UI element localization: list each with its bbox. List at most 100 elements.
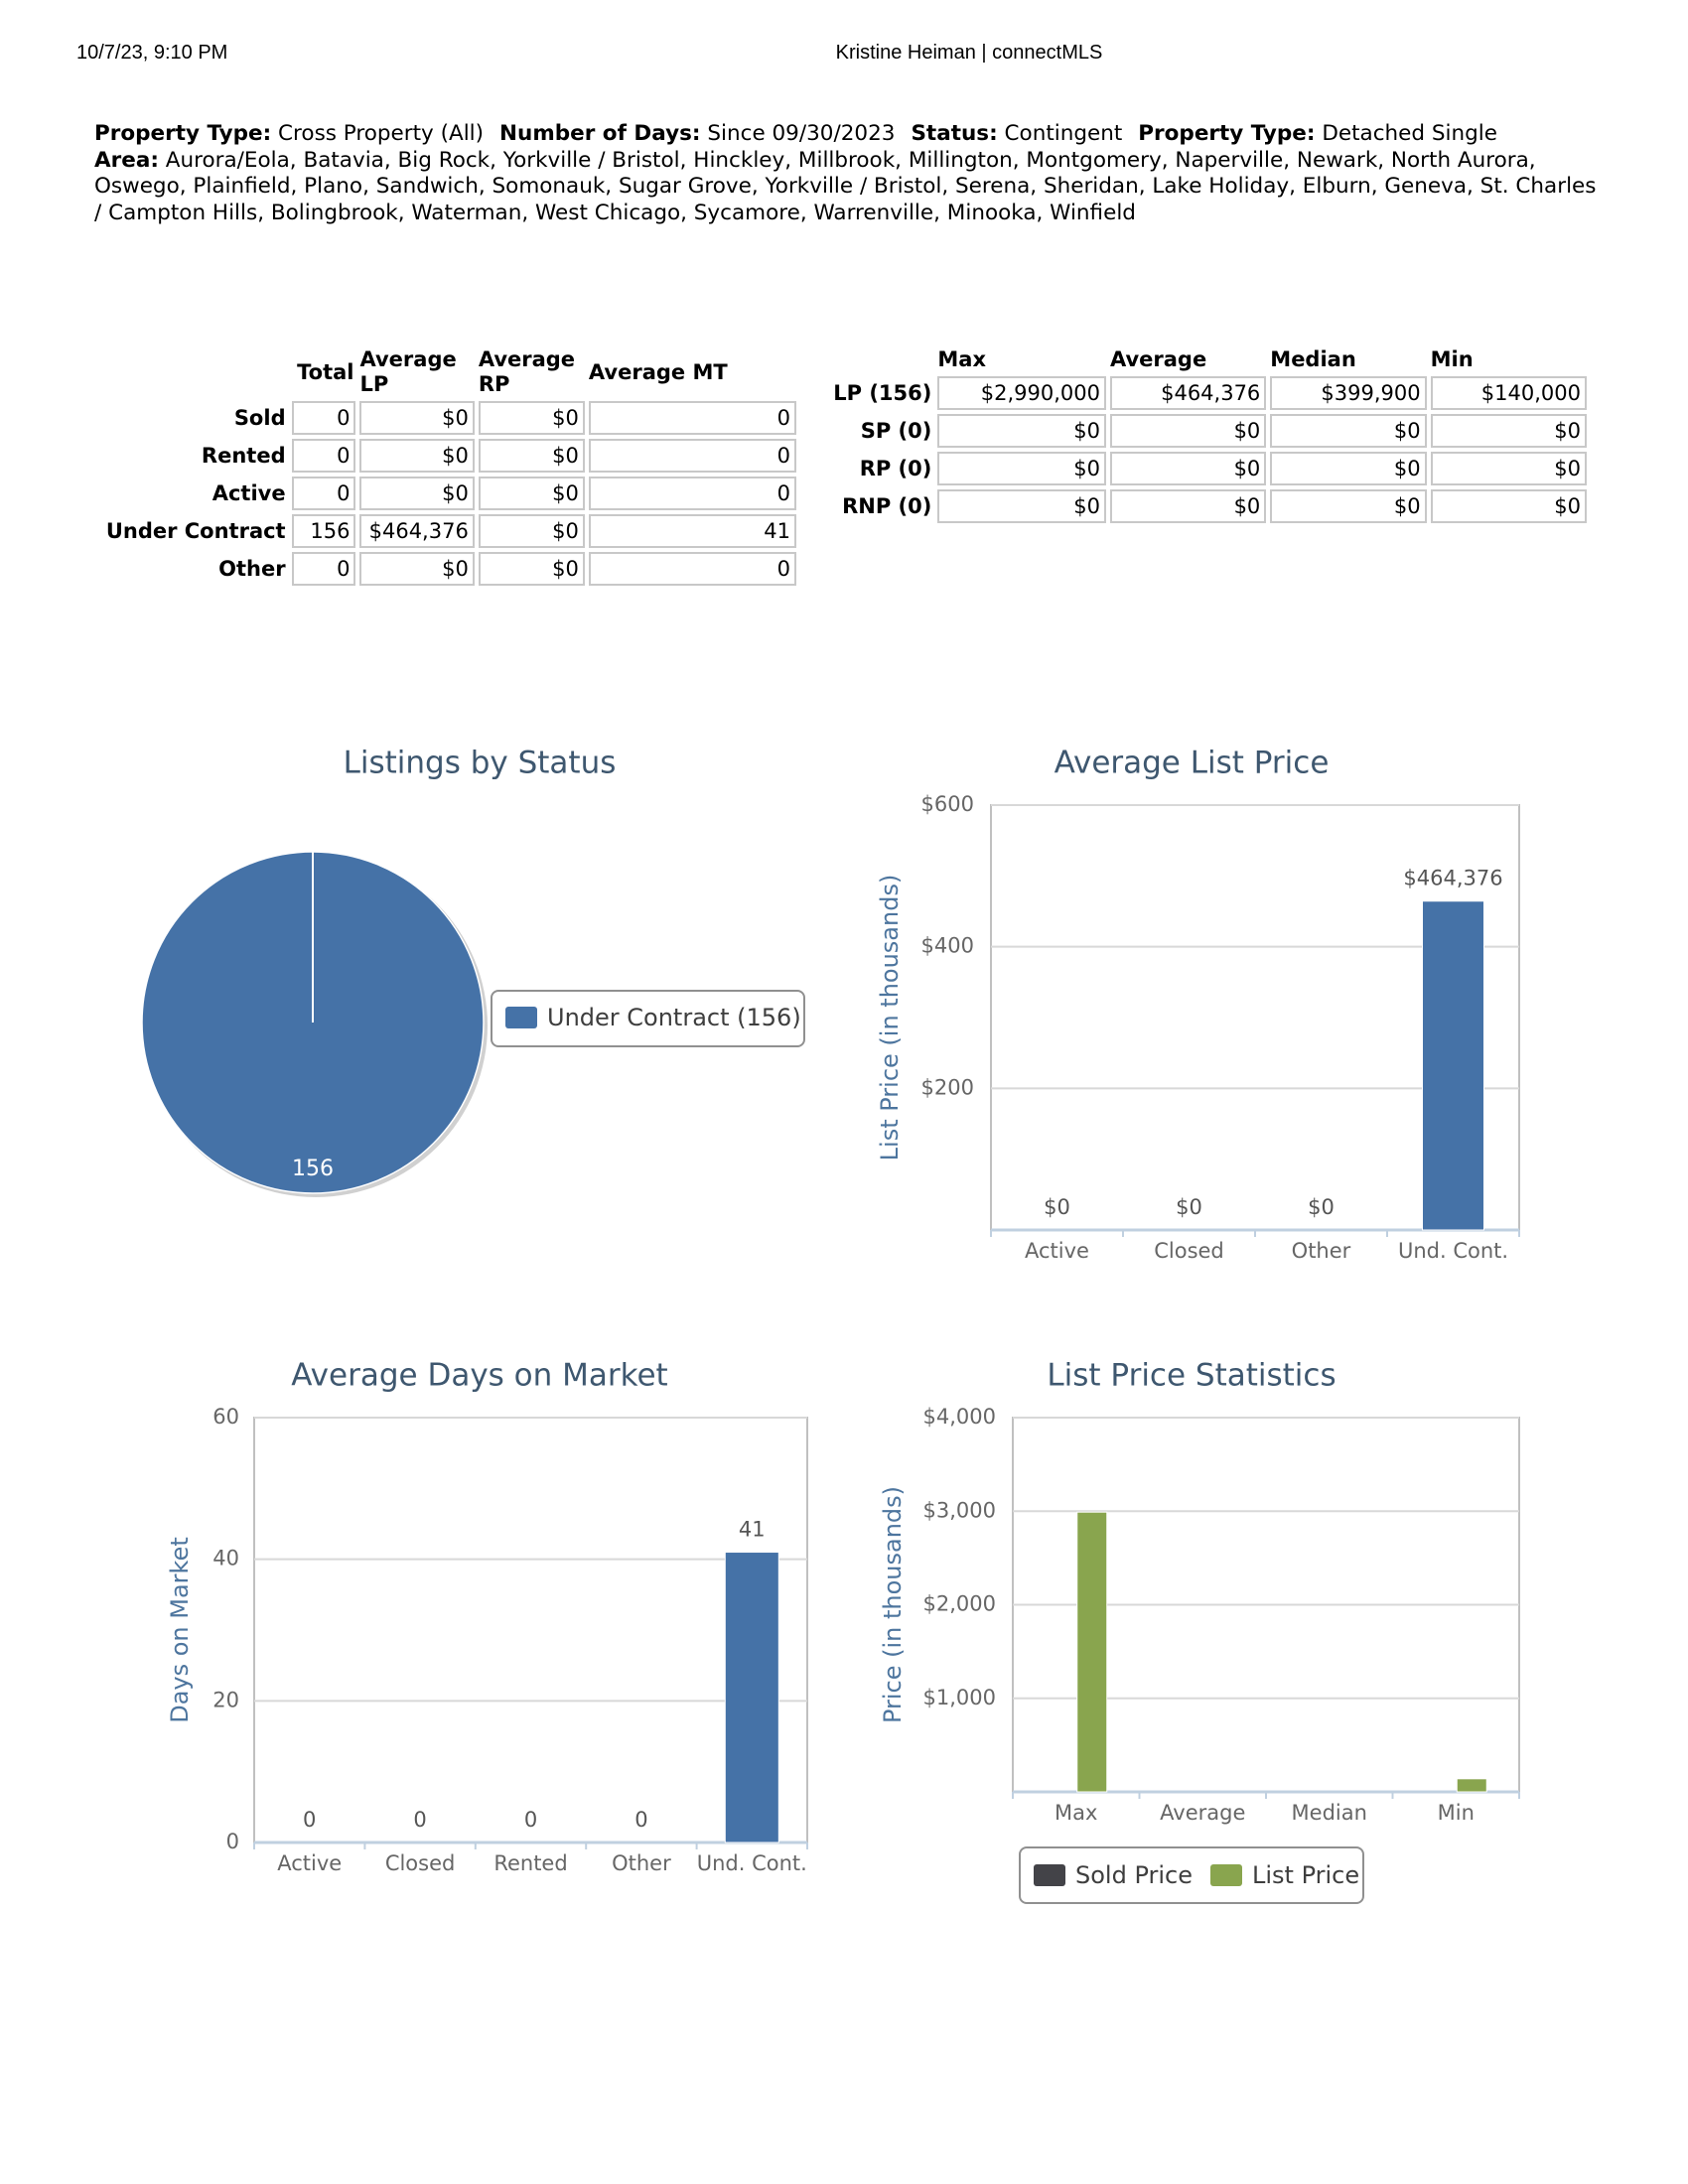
table-cell: $0 <box>1430 452 1587 485</box>
row-label: Sold <box>233 405 286 430</box>
table-cell: $399,900 <box>1270 376 1427 410</box>
criterion-value: Since 09/30/2023 <box>707 121 896 146</box>
table-cell: $0 <box>478 401 585 435</box>
table-cell: $464,376 <box>1109 376 1267 410</box>
row-label: Rented <box>201 443 286 468</box>
table-cell: $0 <box>1109 489 1267 523</box>
column-header: Max <box>937 347 986 371</box>
table-cell: 0 <box>291 552 356 586</box>
legend-label: Sold Price <box>1075 1861 1193 1889</box>
x-tick-label: Other <box>1292 1239 1351 1263</box>
criteria-line: Property Type: Cross Property (All) Numbe… <box>94 121 1604 148</box>
y-tick-label: $1,000 <box>923 1686 996 1709</box>
bar <box>724 1552 779 1843</box>
table-cell: $0 <box>1270 452 1427 485</box>
y-axis-title: List Price (in thousands) <box>876 875 904 1161</box>
table-row: Rented 0 $0 $0 0 <box>95 439 796 473</box>
table-cell: $464,376 <box>359 514 475 548</box>
x-tick-label: Min <box>1438 1801 1475 1825</box>
row-label: RP (0) <box>859 456 932 480</box>
search-criteria: Property Type: Cross Property (All) Numbe… <box>94 121 1604 226</box>
data-label: $0 <box>1044 1195 1070 1219</box>
header-row: Max Average Median Min <box>822 347 1587 372</box>
criterion-label: Status: <box>911 121 998 146</box>
table-cell: $0 <box>1430 414 1587 448</box>
data-label: 41 <box>739 1518 766 1542</box>
area-line: Area: Aurora/Eola, Batavia, Big Rock, Yo… <box>94 148 1604 227</box>
table-cell: 0 <box>291 477 356 510</box>
table-row: Sold 0 $0 $0 0 <box>95 401 796 435</box>
stats-table: Max Average Median Min LP (156) $2,990,000 $46… <box>818 343 1591 527</box>
area-value: Aurora/Eola, Batavia, Big Rock, Yorkvill… <box>94 147 1597 225</box>
x-tick-label: Max <box>1055 1801 1097 1825</box>
table-cell: 0 <box>588 439 796 473</box>
row-label: Other <box>218 556 286 581</box>
criterion-label: Number of Days: <box>499 121 701 146</box>
table-row: Under Contract 156 $464,376 $0 41 <box>95 514 796 548</box>
row-label: Active <box>211 480 286 505</box>
legend-label: Under Contract (156) <box>547 1004 801 1031</box>
data-label: 0 <box>634 1808 647 1832</box>
legend-box <box>1019 1846 1364 1904</box>
y-tick-label: $600 <box>921 792 974 816</box>
x-tick-label: Closed <box>385 1851 456 1875</box>
y-tick-label: $3,000 <box>923 1498 996 1522</box>
table-row: RNP (0) $0 $0 $0 $0 <box>822 489 1587 523</box>
chart-title: Average Days on Market <box>291 1358 667 1394</box>
table-row: Active 0 $0 $0 0 <box>95 477 796 510</box>
table-cell: 0 <box>588 552 796 586</box>
table-row: SP (0) $0 $0 $0 $0 <box>822 414 1587 448</box>
column-header: Average <box>1109 347 1207 371</box>
table-cell: $0 <box>1430 489 1587 523</box>
bar <box>1456 1778 1487 1793</box>
corner-cell <box>822 347 933 372</box>
data-label: 0 <box>524 1808 537 1832</box>
table-cell: $0 <box>937 489 1106 523</box>
x-tick-label: Closed <box>1154 1239 1224 1263</box>
table-cell: $0 <box>1270 414 1427 448</box>
x-tick-label: Average <box>1160 1801 1245 1825</box>
column-header: Average RP <box>478 347 576 396</box>
criterion-value: Contingent <box>1004 121 1123 146</box>
table-cell: $0 <box>359 401 475 435</box>
y-tick-label: 60 <box>212 1405 239 1429</box>
x-tick-label: Other <box>612 1851 671 1875</box>
criterion: Status: Contingent <box>911 121 1122 146</box>
status-table: Total Average LP Average RP Average MT Sold 0… <box>91 343 800 590</box>
table-cell: 0 <box>291 401 356 435</box>
column-header: Total <box>297 359 354 384</box>
criterion-label: Property Type: <box>1138 121 1316 146</box>
y-tick-label: 0 <box>226 1830 239 1853</box>
criterion-label: Property Type: <box>94 121 272 146</box>
table-cell: $0 <box>1270 489 1427 523</box>
x-tick-label: Und. Cont. <box>697 1851 807 1875</box>
legend-swatch <box>505 1007 537 1028</box>
y-tick-label: 40 <box>212 1547 239 1570</box>
table-cell: 0 <box>588 477 796 510</box>
plot-area <box>253 1417 808 1843</box>
legend-label: List Price <box>1252 1861 1359 1889</box>
table-cell: $0 <box>1109 414 1267 448</box>
corner-cell <box>95 347 288 397</box>
column-header: Median <box>1270 347 1356 371</box>
bar <box>1076 1511 1108 1793</box>
table-cell: $0 <box>359 552 475 586</box>
table-cell: $0 <box>359 477 475 510</box>
chart-title: List Price Statistics <box>1047 1358 1336 1394</box>
row-label: LP (156) <box>833 380 932 405</box>
table-cell: $140,000 <box>1430 376 1587 410</box>
chart-title: Listings by Status <box>344 746 617 781</box>
table-cell: $0 <box>478 439 585 473</box>
page-title: Kristine Heiman | connectMLS <box>835 42 1103 64</box>
data-label: $0 <box>1308 1195 1335 1219</box>
table-cell: 0 <box>588 401 796 435</box>
legend-swatch <box>1034 1864 1065 1886</box>
header-row: Total Average LP Average RP Average MT <box>95 347 796 397</box>
row-label: RNP (0) <box>842 493 932 518</box>
legend-box <box>491 990 805 1047</box>
area-label: Area: <box>94 147 159 173</box>
table-cell: 0 <box>291 439 356 473</box>
table-cell: 41 <box>588 514 796 548</box>
